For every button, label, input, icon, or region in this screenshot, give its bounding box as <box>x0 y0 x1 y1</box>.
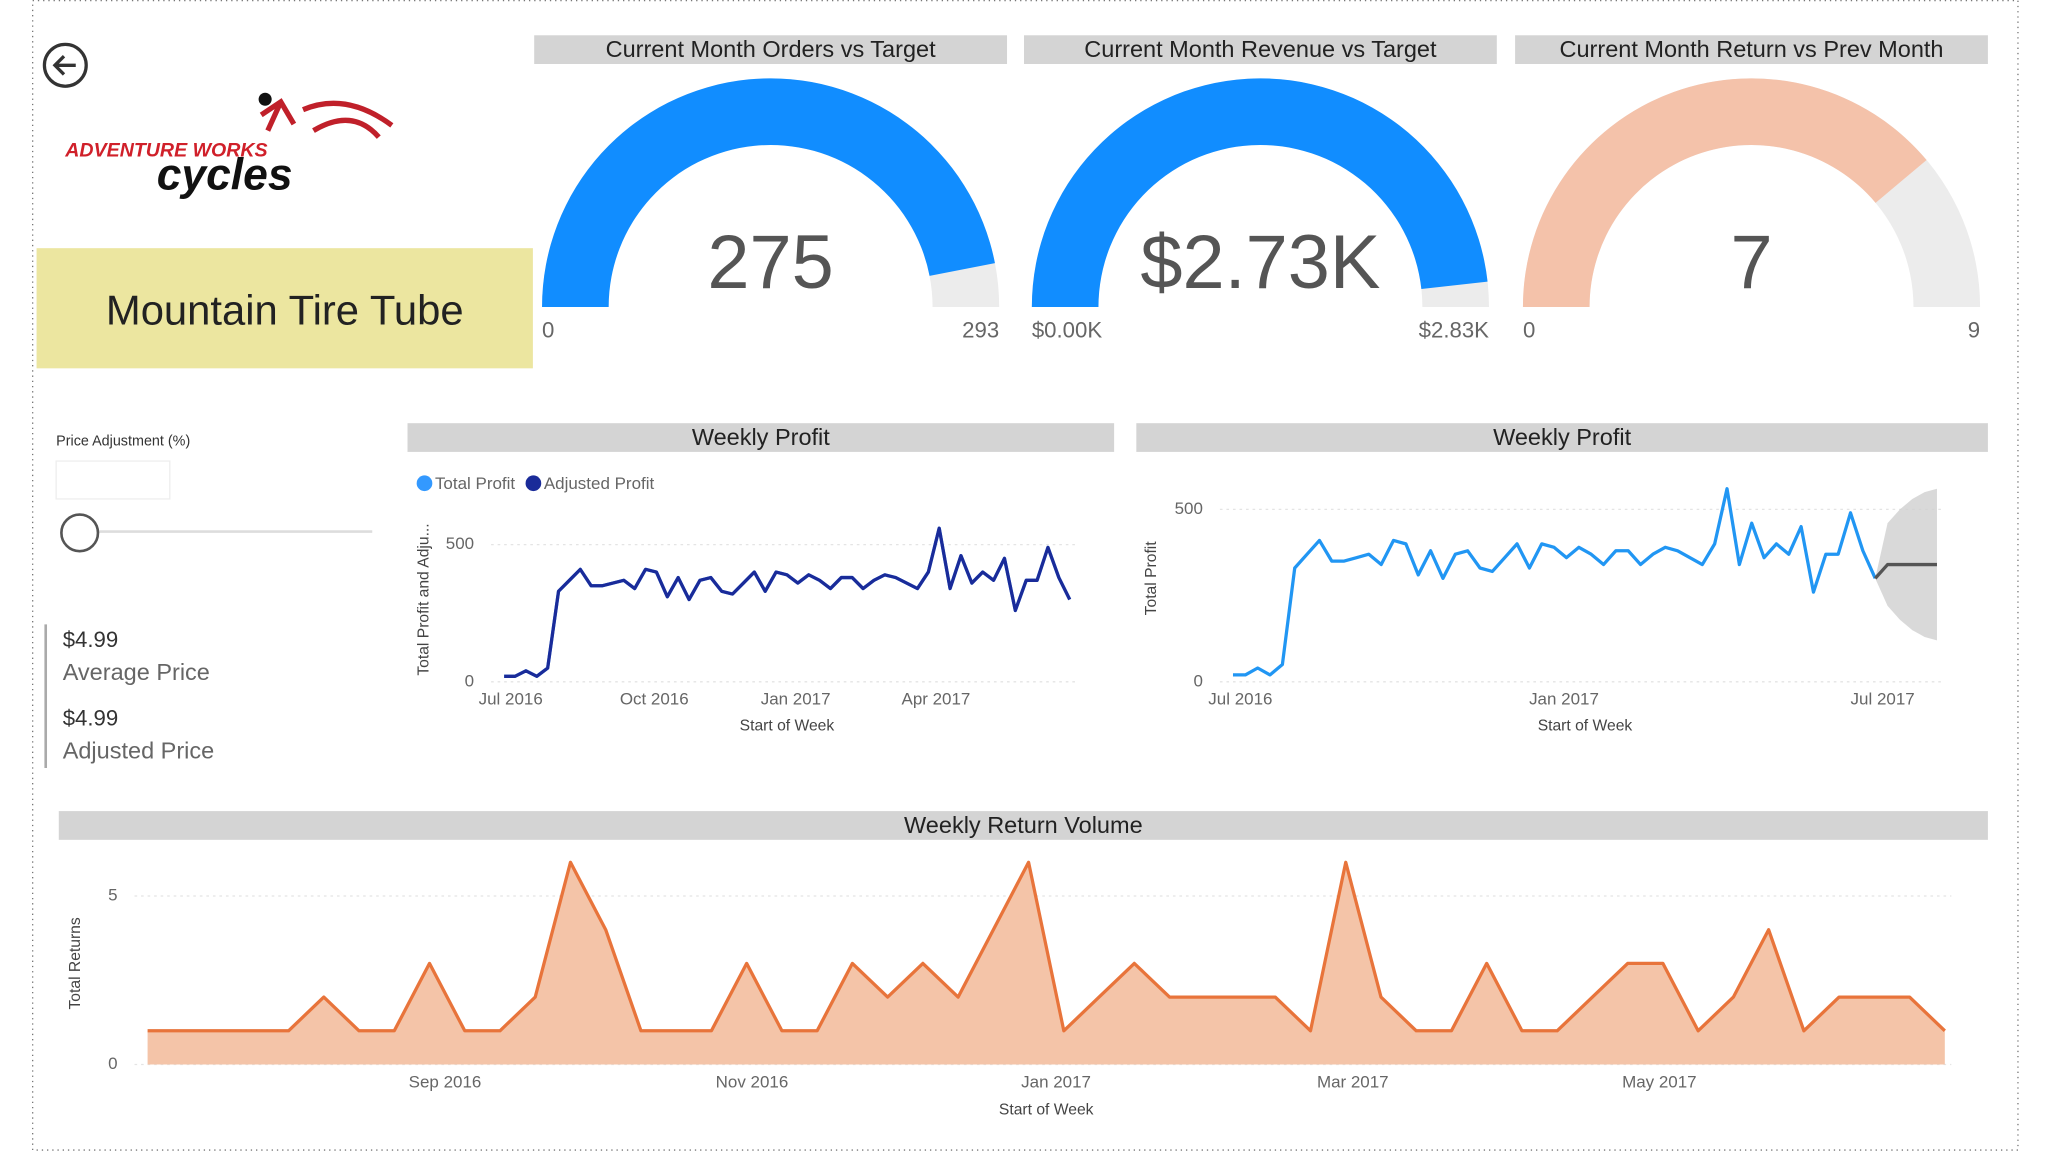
visual-title-bar <box>1515 35 1988 64</box>
gauge-value: 7 <box>1730 220 1772 305</box>
y-axis-label: Total Profit <box>1143 541 1160 616</box>
slicer-input[interactable] <box>55 460 171 500</box>
slider-handle[interactable] <box>60 513 100 553</box>
x-axis-label: Start of Week <box>740 717 835 734</box>
visual-title: Current Month Revenue vs Target <box>1084 36 1437 62</box>
back-button[interactable] <box>42 42 88 88</box>
gauge-max: 293 <box>962 318 999 343</box>
back-arrow[interactable] <box>52 55 76 76</box>
x-axis-label: Start of Week <box>1538 717 1633 734</box>
page-border <box>32 0 2019 1151</box>
gauge-min: 0 <box>542 318 554 343</box>
legend-swatch <box>525 475 542 492</box>
x-tick-label: Mar 2017 <box>1317 1072 1389 1091</box>
visual-title-bar <box>58 811 1988 840</box>
chart-title: Weekly Return Volume <box>904 812 1143 838</box>
gauge-max: $2.83K <box>1419 318 1490 343</box>
gauge-value: 275 <box>707 220 833 305</box>
x-tick-label: Oct 2016 <box>620 690 689 709</box>
gauge-min: $0.00K <box>1032 318 1103 343</box>
y-axis-label: Total Profit and Adju... <box>416 523 433 675</box>
card-label: Adjusted Price <box>63 738 215 764</box>
y-tick-label: 0 <box>108 1054 117 1073</box>
x-tick-label: Apr 2017 <box>902 690 971 709</box>
y-tick-label: 5 <box>108 885 117 904</box>
logo-graphic <box>259 98 394 139</box>
chart-title: Weekly Profit <box>692 424 830 450</box>
x-tick-label: Jan 2017 <box>1529 690 1599 709</box>
series-line <box>1874 562 1937 580</box>
gauge-min: 0 <box>1523 318 1535 343</box>
series-line <box>1232 487 1877 677</box>
visual-title-bar <box>1136 423 1988 452</box>
y-tick-label: 0 <box>1194 671 1203 690</box>
x-tick-label: Jan 2017 <box>761 690 831 709</box>
card-value: $4.99 <box>63 627 119 652</box>
x-axis-label: Start of Week <box>999 1101 1094 1118</box>
y-tick-label: 500 <box>1175 499 1203 518</box>
card-label: Average Price <box>63 659 210 685</box>
legend-label: Total Profit <box>435 474 515 493</box>
gauge-max: 9 <box>1968 318 1980 343</box>
visual-title-bar <box>534 35 1008 64</box>
gauge-fill <box>1031 78 1488 307</box>
y-tick-label: 0 <box>465 671 474 690</box>
area-fill <box>147 862 1945 1065</box>
logo-text: ADVENTURE WORKS <box>64 140 267 162</box>
visual-title-bar <box>1024 35 1497 64</box>
visual-title: Current Month Orders vs Target <box>606 36 936 62</box>
x-tick-label: Jul 2017 <box>1851 690 1915 709</box>
visual-title-bar <box>407 423 1115 452</box>
logo-text: cycles <box>157 150 293 199</box>
x-tick-label: Jul 2016 <box>479 690 543 709</box>
gauge-value: $2.73K <box>1140 220 1380 305</box>
back-circle[interactable] <box>42 42 88 88</box>
logo-head <box>258 92 272 106</box>
chart-title: Weekly Profit <box>1493 424 1631 450</box>
x-tick-label: Jul 2016 <box>1208 690 1272 709</box>
y-tick-label: 500 <box>446 534 474 553</box>
x-tick-label: May 2017 <box>1622 1072 1697 1091</box>
visual-title: Current Month Return vs Prev Month <box>1560 36 1944 62</box>
gauge-fill <box>1522 78 1927 307</box>
gauge-fill <box>542 78 995 307</box>
slicer-label: Price Adjustment (%) <box>56 433 190 449</box>
product-name: Mountain Tire Tube <box>106 287 464 334</box>
series-line <box>504 526 1072 678</box>
series-line <box>147 860 1946 1033</box>
x-tick-label: Nov 2016 <box>716 1072 789 1091</box>
legend-swatch <box>416 475 433 492</box>
y-axis-label: Total Returns <box>67 917 84 1009</box>
card-value: $4.99 <box>63 706 119 731</box>
product-card <box>36 248 533 369</box>
legend-label: Adjusted Profit <box>544 474 655 493</box>
x-tick-label: Sep 2016 <box>409 1072 482 1091</box>
x-tick-label: Jan 2017 <box>1021 1072 1091 1091</box>
series-line <box>504 526 1072 678</box>
